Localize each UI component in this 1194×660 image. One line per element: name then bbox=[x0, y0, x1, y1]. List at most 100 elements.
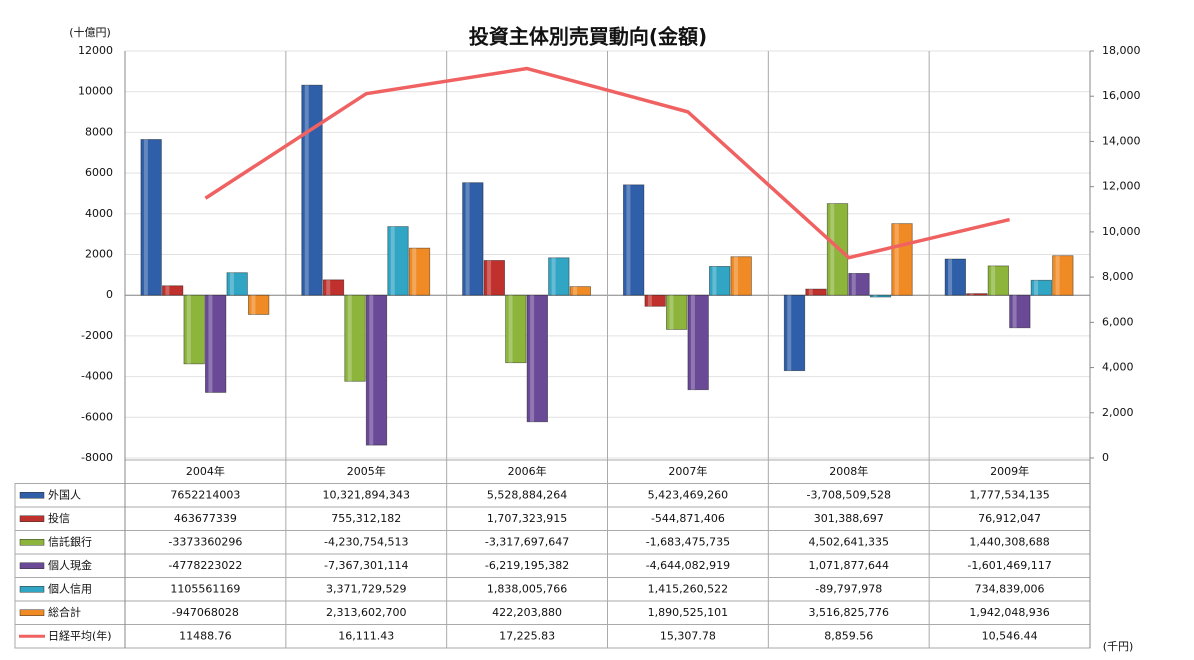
bar-highlight bbox=[669, 295, 674, 330]
table-cell: 3,516,825,776 bbox=[809, 606, 889, 619]
bar bbox=[408, 247, 431, 296]
bar bbox=[966, 293, 988, 296]
table-cell: -947068028 bbox=[172, 606, 239, 619]
table-cell: -544,871,406 bbox=[651, 512, 725, 525]
bar-highlight bbox=[208, 295, 213, 393]
x-tick-label: 2004年 bbox=[186, 464, 225, 478]
y2-tick-label: 14,000 bbox=[1102, 134, 1141, 147]
bar bbox=[162, 285, 184, 296]
bar bbox=[644, 294, 666, 307]
y2-tick-label: 8,000 bbox=[1102, 270, 1134, 283]
bar-highlight bbox=[369, 295, 374, 446]
table-cell: 4,502,641,335 bbox=[809, 535, 889, 548]
bar-highlight bbox=[626, 184, 631, 296]
y-tick-label: -4000 bbox=[81, 370, 113, 383]
bar-highlight bbox=[830, 203, 835, 296]
bar bbox=[140, 139, 162, 296]
y2-tick-label: 0 bbox=[1102, 451, 1109, 464]
bar-highlight bbox=[1034, 280, 1039, 296]
bar-highlight bbox=[894, 223, 899, 296]
table-cell: 422,203,880 bbox=[492, 606, 562, 619]
bar bbox=[944, 258, 966, 296]
legend-label: 個人現金 bbox=[48, 558, 92, 572]
legend-swatch bbox=[19, 539, 45, 546]
bar bbox=[248, 294, 270, 315]
legend-label: 日経平均(年) bbox=[48, 628, 112, 642]
bar bbox=[462, 182, 484, 296]
bar-highlight bbox=[551, 257, 556, 296]
y-tick-label: 2000 bbox=[85, 248, 113, 261]
bar-highlight bbox=[304, 85, 309, 296]
table-cell: 1,777,534,135 bbox=[969, 488, 1049, 501]
y-tick-label: 12000 bbox=[78, 44, 113, 57]
bar-highlight bbox=[508, 295, 513, 363]
table-cell: -3,708,509,528 bbox=[807, 488, 891, 501]
bar bbox=[1030, 279, 1052, 296]
table-cell: -89,797,978 bbox=[815, 582, 882, 595]
table-cell: 10,546.44 bbox=[982, 629, 1038, 642]
table-cell: 76,912,047 bbox=[978, 512, 1041, 525]
table-cell: 1,415,260,522 bbox=[648, 582, 728, 595]
bar-highlight bbox=[969, 293, 974, 296]
bar-highlight bbox=[1012, 295, 1017, 328]
bar-highlight bbox=[573, 286, 578, 296]
table-cell: 10,321,894,343 bbox=[323, 488, 410, 501]
bar bbox=[709, 265, 731, 296]
table-cell: 301,388,697 bbox=[814, 512, 884, 525]
bar-highlight bbox=[530, 295, 535, 422]
bar-highlight bbox=[948, 259, 953, 296]
y-tick-label: 0 bbox=[106, 288, 113, 301]
bar bbox=[805, 288, 827, 296]
bar bbox=[483, 260, 505, 296]
table-cell: 2,313,602,700 bbox=[326, 606, 406, 619]
bar bbox=[666, 294, 688, 330]
table-cell: 1,707,323,915 bbox=[487, 512, 567, 525]
table-cell: 3,371,729,529 bbox=[326, 582, 406, 595]
bar-highlight bbox=[991, 265, 996, 296]
bar bbox=[226, 272, 248, 296]
bar bbox=[344, 294, 366, 382]
table-cell: 5,528,884,264 bbox=[487, 488, 567, 501]
legend-label: 投信 bbox=[48, 511, 70, 525]
bar-highlight bbox=[787, 295, 792, 371]
bar-highlight bbox=[390, 226, 395, 296]
bar-highlight bbox=[165, 285, 170, 296]
y2-tick-label: 2,000 bbox=[1102, 406, 1134, 419]
bar-highlight bbox=[412, 248, 417, 296]
table-cell: -4,230,754,513 bbox=[324, 535, 408, 548]
bar bbox=[301, 84, 323, 296]
legend-swatch bbox=[19, 515, 45, 522]
table-cell: 1,440,308,688 bbox=[969, 535, 1049, 548]
y2-tick-label: 12,000 bbox=[1102, 180, 1141, 193]
bar bbox=[526, 294, 548, 423]
bar-highlight bbox=[487, 260, 492, 296]
table-cell: 463677339 bbox=[174, 512, 237, 525]
bar bbox=[1052, 255, 1074, 296]
table-cell: -3373360296 bbox=[168, 535, 242, 548]
y2-tick-label: 4,000 bbox=[1102, 361, 1134, 374]
bar bbox=[623, 184, 645, 296]
table-cell: 16,111.43 bbox=[338, 629, 394, 642]
legend-swatch bbox=[19, 586, 45, 593]
bar-highlight bbox=[347, 295, 352, 382]
table-cell: 1,838,005,766 bbox=[487, 582, 567, 595]
y2-tick-label: 16,000 bbox=[1102, 89, 1141, 102]
bar-highlight bbox=[808, 289, 813, 296]
x-tick-label: 2007年 bbox=[668, 464, 707, 478]
legend-swatch bbox=[19, 562, 45, 569]
table-cell: 1,942,048,936 bbox=[969, 606, 1049, 619]
table-cell: -4,644,082,919 bbox=[646, 559, 730, 572]
table-cell: 1105561169 bbox=[170, 582, 240, 595]
bar-highlight bbox=[873, 295, 878, 298]
bar bbox=[783, 294, 806, 372]
bar bbox=[687, 294, 709, 391]
table-cell: -1,683,475,735 bbox=[646, 535, 730, 548]
x-tick-label: 2009年 bbox=[990, 464, 1029, 478]
bar-highlight bbox=[186, 295, 191, 364]
table-cell: 755,312,182 bbox=[331, 512, 401, 525]
y2-tick-label: 10,000 bbox=[1102, 225, 1141, 238]
bar-highlight bbox=[229, 272, 234, 296]
bar bbox=[987, 265, 1009, 296]
